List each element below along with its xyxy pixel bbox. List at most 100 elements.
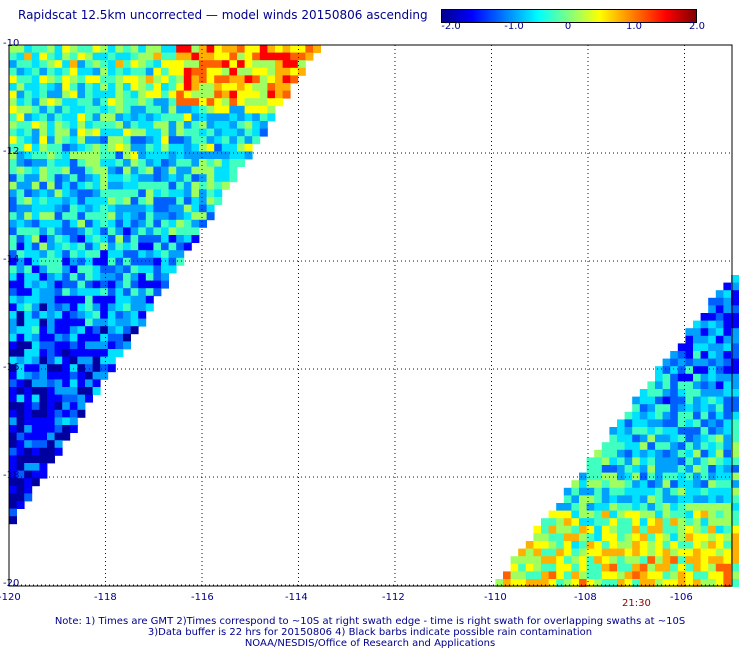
wind-cell bbox=[670, 411, 679, 420]
wind-cell bbox=[62, 105, 71, 114]
wind-cell bbox=[579, 571, 587, 580]
wind-cell bbox=[16, 402, 25, 411]
wind-cell bbox=[24, 227, 33, 236]
wind-cell bbox=[85, 113, 93, 122]
wind-cell bbox=[31, 90, 40, 99]
wind-cell bbox=[594, 525, 603, 534]
wind-cell bbox=[145, 136, 154, 145]
wind-cell bbox=[214, 136, 223, 145]
wind-cell bbox=[176, 143, 185, 152]
wind-cell bbox=[85, 136, 93, 145]
wind-cell bbox=[138, 212, 147, 221]
wind-cell bbox=[100, 212, 109, 221]
wind-cell bbox=[115, 105, 124, 114]
wind-cell bbox=[267, 60, 276, 69]
wind-cell bbox=[191, 227, 200, 236]
wind-cell bbox=[54, 159, 63, 167]
wind-cell bbox=[693, 495, 701, 504]
wind-cell bbox=[54, 136, 63, 145]
wind-cell bbox=[176, 90, 185, 99]
wind-cell bbox=[252, 105, 261, 114]
wind-cell bbox=[655, 427, 663, 435]
wind-cell bbox=[138, 136, 147, 145]
wind-cell bbox=[670, 548, 679, 557]
wind-cell bbox=[708, 563, 717, 572]
wind-cell bbox=[85, 45, 93, 53]
wind-cell bbox=[85, 121, 93, 129]
wind-cell bbox=[145, 128, 154, 137]
wind-cell bbox=[556, 533, 565, 542]
wind-cell bbox=[115, 143, 124, 152]
wind-cell bbox=[31, 463, 40, 471]
wind-cell bbox=[39, 288, 48, 297]
wind-cell bbox=[677, 571, 686, 580]
wind-cell bbox=[237, 121, 245, 129]
wind-cell bbox=[579, 495, 587, 504]
wind-cell bbox=[237, 90, 245, 99]
wind-cell bbox=[92, 280, 101, 289]
wind-cell bbox=[594, 495, 603, 504]
wind-cell bbox=[183, 204, 192, 213]
wind-cell bbox=[206, 121, 215, 129]
wind-cell bbox=[731, 282, 739, 291]
wind-cell bbox=[708, 373, 717, 382]
wind-cell bbox=[100, 113, 109, 122]
wind-cell bbox=[700, 457, 709, 466]
wind-cell bbox=[138, 143, 147, 152]
wind-cell bbox=[31, 121, 40, 129]
wind-cell bbox=[153, 174, 162, 183]
wind-cell bbox=[107, 159, 116, 167]
wind-cell bbox=[221, 174, 230, 183]
wind-cell bbox=[16, 501, 25, 509]
wind-cell bbox=[16, 113, 25, 122]
wind-cell bbox=[9, 75, 17, 84]
wind-cell bbox=[715, 290, 724, 299]
wind-cell bbox=[609, 434, 618, 443]
wind-cell bbox=[708, 556, 717, 565]
wind-cell bbox=[54, 250, 63, 259]
wind-cell bbox=[47, 174, 55, 183]
wind-cell bbox=[130, 212, 139, 221]
wind-cell bbox=[647, 556, 656, 565]
wind-cell bbox=[731, 366, 739, 375]
wind-cell bbox=[176, 83, 185, 91]
wind-cell bbox=[123, 326, 131, 335]
wind-cell bbox=[161, 136, 169, 145]
wind-cell bbox=[47, 394, 55, 403]
wind-cell bbox=[69, 197, 78, 205]
wind-cell bbox=[100, 105, 109, 114]
wind-cell bbox=[715, 525, 724, 534]
wind-cell bbox=[715, 442, 724, 451]
wind-cell bbox=[9, 166, 17, 175]
wind-cell bbox=[244, 67, 253, 76]
wind-cell bbox=[601, 518, 610, 527]
wind-cell bbox=[685, 351, 694, 359]
wind-cell bbox=[731, 404, 739, 413]
wind-cell bbox=[69, 174, 78, 183]
wind-cell bbox=[54, 45, 63, 53]
wind-cell bbox=[206, 136, 215, 145]
wind-cell bbox=[617, 457, 625, 466]
wind-cell bbox=[47, 311, 55, 319]
wind-cell bbox=[100, 333, 109, 342]
wind-cell bbox=[221, 128, 230, 137]
wind-cell bbox=[647, 472, 656, 481]
wind-cell bbox=[715, 548, 724, 557]
wind-cell bbox=[161, 204, 169, 213]
wind-cell bbox=[267, 83, 276, 91]
wind-cell bbox=[69, 166, 78, 175]
wind-cell bbox=[700, 518, 709, 527]
wind-cell bbox=[617, 510, 625, 519]
wind-cell bbox=[708, 389, 717, 397]
wind-cell bbox=[677, 381, 686, 390]
wind-cell bbox=[677, 419, 686, 428]
wind-cell bbox=[16, 288, 25, 297]
wind-cell bbox=[138, 219, 147, 228]
wind-cell bbox=[670, 358, 679, 367]
wind-cell bbox=[693, 351, 701, 359]
wind-cell bbox=[77, 83, 86, 91]
wind-cell bbox=[662, 563, 671, 572]
wind-cell bbox=[183, 212, 192, 221]
wind-cell bbox=[77, 318, 86, 327]
wind-cell bbox=[62, 212, 71, 221]
